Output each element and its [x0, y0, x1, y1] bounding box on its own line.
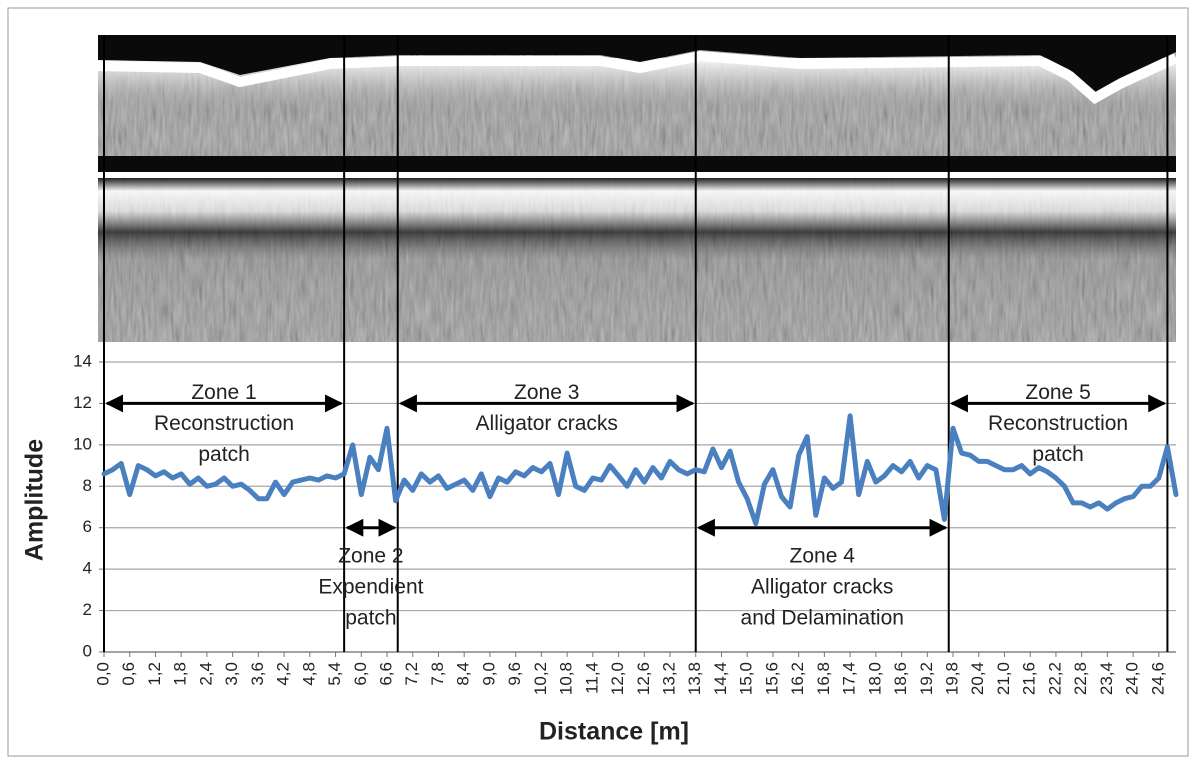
x-tick-label: 0,0	[93, 662, 112, 686]
x-tick-label: 18,0	[865, 662, 884, 695]
x-tick-label: 7,2	[402, 662, 421, 686]
y-tick-label: 4	[83, 559, 92, 578]
x-tick-label: 9,6	[505, 662, 524, 686]
x-tick-label: 24,6	[1148, 662, 1167, 695]
zone-label: Zone 1	[191, 381, 256, 404]
x-tick-label: 22,8	[1071, 662, 1090, 695]
x-tick-label: 21,0	[994, 662, 1013, 695]
x-tick-label: 15,0	[737, 662, 756, 695]
x-tick-label: 3,6	[248, 662, 267, 686]
x-tick-label: 15,6	[762, 662, 781, 695]
x-tick-label: 19,2	[917, 662, 936, 695]
x-tick-label: 6,6	[376, 662, 395, 686]
x-tick-label: 9,0	[479, 662, 498, 686]
x-tick-label: 0,6	[119, 662, 138, 686]
gpr-top-panel	[97, 35, 1179, 172]
x-axis-title: Distance [m]	[539, 718, 689, 746]
x-tick-label: 1,2	[145, 662, 164, 686]
x-tick-label: 4,2	[274, 662, 293, 686]
y-tick-label: 2	[83, 600, 92, 619]
y-tick-label: 0	[83, 641, 92, 660]
zone-label: patch	[1032, 443, 1083, 466]
zone-label: Zone 3	[514, 381, 579, 404]
data-line	[101, 413, 1179, 527]
plot-area: 0 2 4 6 8 10 12 14 0,0 0,6 1,2 1,8 2,4 3,0 3,6 4,2 4,8 5,…	[73, 35, 1179, 695]
x-tick-label: 7,8	[428, 662, 447, 686]
x-tick-label: 16,8	[814, 662, 833, 695]
x-tick-label: 1,8	[171, 662, 190, 686]
x-tick-label: 11,4	[582, 662, 601, 694]
zone-label: and Delamination	[741, 606, 904, 629]
y-tick-label: 14	[73, 351, 92, 370]
x-tick-label: 13,8	[685, 662, 704, 695]
gpr-bottom-panel	[98, 178, 1176, 342]
x-tick-label: 6,0	[351, 662, 370, 686]
x-tick-label: 3,0	[222, 662, 241, 686]
y-tick-label: 8	[83, 476, 92, 495]
zone-label: Zone 5	[1025, 381, 1090, 404]
x-tick-label: 21,6	[1020, 662, 1039, 695]
x-tick-label: 8,4	[454, 662, 473, 686]
x-tick-label: 12,6	[634, 662, 653, 695]
zone-label: patch	[198, 443, 249, 466]
zone-label: Reconstruction	[988, 412, 1128, 435]
x-tick-label: 4,8	[299, 662, 318, 686]
x-tick-label: 10,2	[531, 662, 550, 695]
x-tick-label: 10,8	[557, 662, 576, 695]
y-tick-label: 6	[83, 517, 92, 536]
zone-label: Zone 2	[338, 544, 403, 567]
y-tick-label: 10	[73, 434, 92, 453]
x-tick-label: 14,4	[711, 662, 730, 695]
x-tick-label: 24,0	[1123, 662, 1142, 695]
x-tick-label: 22,2	[1045, 662, 1064, 695]
y-tick-label: 12	[73, 393, 92, 412]
x-tick-label: 16,2	[788, 662, 807, 695]
zone-label: Alligator cracks	[751, 575, 893, 598]
x-tick-label: 2,4	[196, 662, 215, 686]
x-tick-label: 5,4	[325, 662, 344, 686]
zone-label: patch	[345, 606, 396, 629]
y-axis-title: Amplitude	[21, 439, 49, 561]
x-tick-label: 12,0	[608, 662, 627, 695]
zone-label: Reconstruction	[154, 412, 294, 435]
x-tick-label: 13,2	[660, 662, 679, 695]
zone-label: Expendient	[318, 575, 423, 598]
x-tick-label: 17,4	[840, 662, 859, 695]
zone-label: Zone 4	[790, 544, 856, 567]
zone-label: Alligator cracks	[476, 412, 618, 435]
x-tick-label: 23,4	[1097, 662, 1116, 695]
x-tick-label: 18,6	[891, 662, 910, 695]
x-tick-label: 20,4	[968, 662, 987, 695]
x-tick-label: 19,8	[943, 662, 962, 695]
